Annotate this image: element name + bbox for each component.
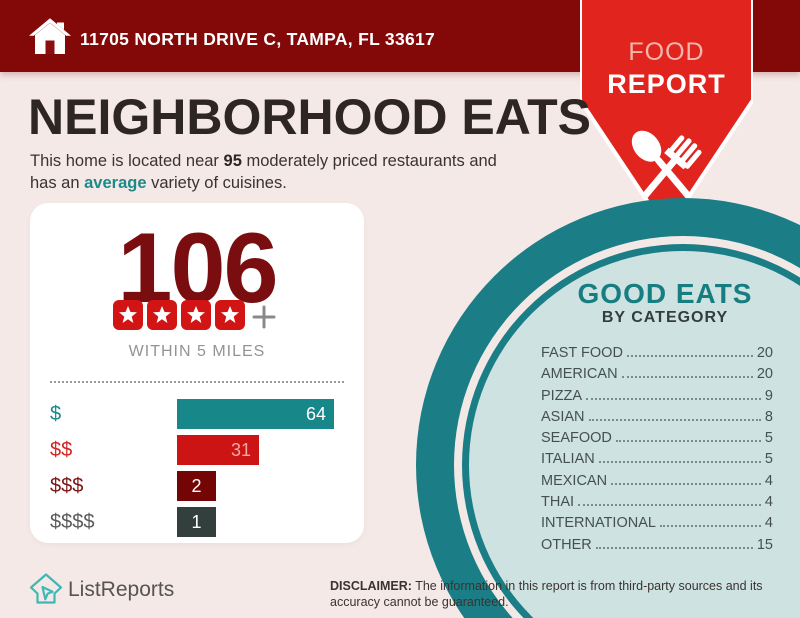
svg-text:FOOD: FOOD	[628, 38, 704, 66]
